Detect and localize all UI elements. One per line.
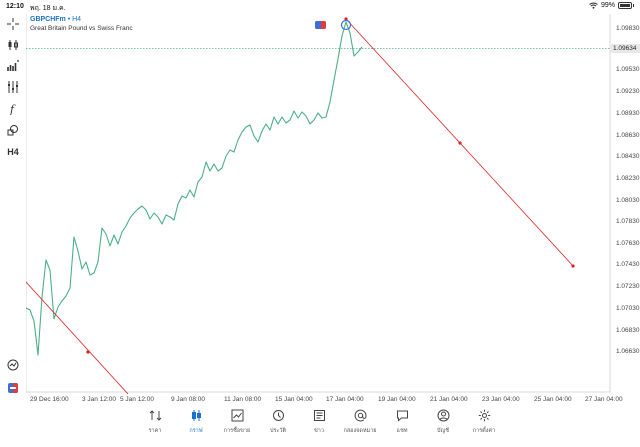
status-time: 12:10 [6, 3, 24, 10]
tab-label: ราคา [148, 428, 162, 434]
tab-news[interactable]: ข่าว [299, 408, 339, 442]
y-tick-label: 1.08430 [616, 153, 640, 160]
trendline-anchor [86, 350, 90, 354]
x-tick-label: 11 Jan 08:00 [224, 396, 262, 403]
mailbox-icon [354, 409, 366, 422]
x-tick-label: 23 Jan 04:00 [482, 396, 520, 403]
trendline-anchor [458, 141, 462, 145]
y-tick-label: 1.06830 [616, 327, 640, 334]
bottom-tab-bar: ราคา กราฟ การซื้อขาย ประวัติ ข่าว กล่องจ… [0, 406, 640, 447]
chart-toolbar: f H4 [0, 14, 26, 406]
chart-type-icon[interactable] [5, 38, 21, 52]
tab-label: การตั้งค่า [472, 428, 496, 434]
tab-label: ประวัติ [269, 428, 287, 434]
tab-quotes[interactable]: ราคา [135, 408, 175, 442]
trendline-anchor [344, 17, 348, 21]
chart-icon [191, 410, 201, 421]
tab-mailbox[interactable]: กล่องจดหมาย [340, 408, 380, 442]
crosshair-icon[interactable] [5, 17, 21, 31]
current-price-tag: 1.09634 [611, 44, 640, 53]
tab-chat[interactable]: แชท [382, 408, 422, 442]
chat-icon [396, 410, 408, 422]
indicators-icon[interactable] [5, 59, 21, 73]
tab-account[interactable]: บัญชี [423, 408, 463, 442]
battery-icon [618, 2, 632, 9]
y-tick-label: 1.07830 [616, 218, 640, 225]
y-tick-label: 1.09230 [616, 88, 640, 95]
tab-chart[interactable]: กราฟ [176, 408, 216, 442]
x-tick-label: 3 Jan 12:00 [82, 396, 116, 403]
symbol-title: GBPCHFm • H4 [30, 16, 81, 23]
wifi-icon [589, 2, 598, 9]
status-date: พฤ. 18 ม.ค. [30, 5, 66, 12]
x-tick-label: 25 Jan 04:00 [534, 396, 572, 403]
tab-label: แชท [396, 428, 408, 434]
x-tick-label: 27 Jan 04:00 [585, 396, 623, 403]
y-tick-label: 1.07630 [616, 240, 640, 247]
settings-icon [478, 409, 490, 422]
tab-label: กราฟ [189, 428, 203, 434]
y-tick-label: 1.07030 [616, 305, 640, 312]
trendline-lower [26, 281, 129, 395]
trendline-anchor [571, 264, 575, 268]
one-click-trade-badge[interactable] [315, 21, 326, 29]
chart-canvas[interactable] [26, 14, 640, 406]
history-icon [272, 410, 284, 421]
tab-label: บัญชี [437, 428, 449, 434]
tab-label: กล่องจดหมาย [343, 428, 377, 434]
x-tick-label: 21 Jan 04:00 [430, 396, 468, 403]
symbol-name: GBPCHFm [30, 16, 66, 23]
symbol-description: Great Britain Pound vs Swiss Franc [30, 25, 133, 32]
tab-label: ข่าว [314, 428, 324, 434]
y-tick-label: 1.08930 [616, 110, 640, 117]
y-tick-label: 1.06630 [616, 348, 640, 355]
battery-percent: 99% [600, 2, 615, 9]
timeframe-label: • H4 [67, 16, 82, 23]
y-tick-label: 1.08230 [616, 175, 640, 182]
news-icon [313, 410, 325, 421]
selection-marker [340, 19, 352, 31]
trade-icon [231, 409, 243, 422]
status-indicators: 99% [589, 2, 634, 9]
one-click-trading-icon[interactable] [5, 381, 21, 395]
quick-trade-icon[interactable] [5, 358, 21, 372]
x-tick-label: 17 Jan 04:00 [326, 396, 364, 403]
x-tick-label: 5 Jan 12:00 [120, 396, 154, 403]
timeframe-button[interactable]: H4 [7, 147, 19, 157]
svg-text:f: f [9, 103, 16, 115]
status-bar: 12:10 พฤ. 18 ม.ค. 99% [0, 0, 640, 14]
account-icon [437, 409, 449, 422]
price-line [26, 21, 363, 356]
y-tick-label: 1.07230 [616, 283, 640, 290]
tab-history[interactable]: ประวัติ [258, 408, 298, 442]
shapes-icon[interactable] [5, 123, 21, 137]
tab-trade[interactable]: การซื้อขาย [217, 408, 257, 442]
y-tick-label: 1.07430 [616, 261, 640, 268]
x-tick-label: 29 Dec 16:00 [30, 396, 69, 403]
y-tick-label: 1.08630 [616, 132, 640, 139]
x-tick-label: 9 Jan 08:00 [171, 396, 205, 403]
tab-label: การซื้อขาย [223, 428, 251, 434]
y-tick-label: 1.08030 [616, 197, 640, 204]
function-icon[interactable]: f [5, 102, 21, 116]
y-tick-label: 1.09530 [616, 66, 640, 73]
tab-settings[interactable]: การตั้งค่า [464, 408, 504, 442]
x-tick-label: 15 Jan 04:00 [275, 396, 313, 403]
objects-icon[interactable] [5, 80, 21, 94]
quotes-icon [149, 410, 161, 421]
x-tick-label: 19 Jan 04:00 [378, 396, 416, 403]
y-tick-label: 1.09830 [616, 25, 640, 32]
price-chart[interactable]: GBPCHFm • H4 Great Britain Pound vs Swis… [26, 14, 640, 406]
